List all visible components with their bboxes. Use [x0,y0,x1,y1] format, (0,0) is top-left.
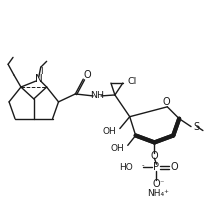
Text: O: O [170,162,178,172]
Text: S: S [193,122,199,132]
Text: -: - [141,162,144,168]
Text: NH₄⁺: NH₄⁺ [147,189,169,198]
Text: OH: OH [102,127,116,136]
Text: N: N [35,74,43,84]
Text: O: O [153,179,160,189]
Text: ⁻: ⁻ [159,179,164,187]
Text: O: O [83,70,91,80]
Text: HO: HO [119,163,133,172]
Text: O: O [162,97,170,107]
Text: P: P [153,162,160,172]
Text: O: O [151,151,158,161]
Text: Cl: Cl [128,77,137,86]
Text: I: I [40,67,43,76]
Text: OH: OH [110,144,124,153]
Text: NH: NH [90,91,104,100]
